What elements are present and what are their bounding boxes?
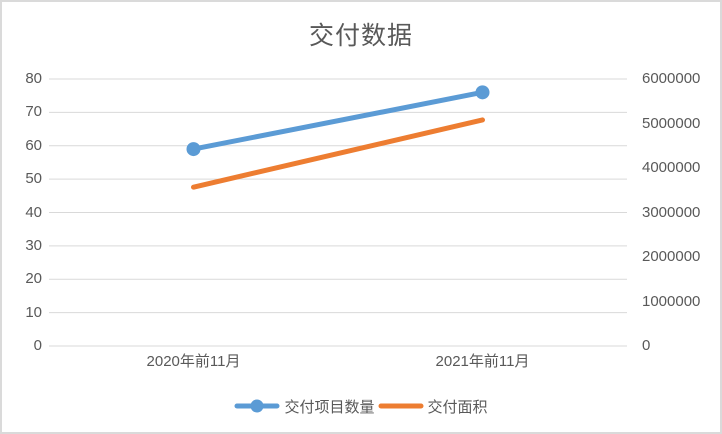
series-line-1 xyxy=(191,117,485,190)
y-axis-tick-label-left: 20 xyxy=(25,270,42,288)
y-axis-tick-label-left: 0 xyxy=(33,337,42,354)
y-axis-tick-label-left: 70 xyxy=(25,103,42,121)
y-axis-tick-label-right: 6000000 xyxy=(642,70,701,87)
y-axis-tick-label-right: 3000000 xyxy=(642,203,701,221)
legend-swatch-1 xyxy=(378,403,423,409)
legend-label-0: 交付项目数量 xyxy=(284,398,375,416)
y-axis-tick-label-left: 40 xyxy=(25,203,42,221)
y-axis-tick-label-right: 4000000 xyxy=(642,159,701,176)
y-axis-tick-label-right: 0 xyxy=(642,337,651,354)
series-line-0 xyxy=(191,89,485,152)
y-axis-tick-label-right: 5000000 xyxy=(642,114,701,132)
y-axis-tick-label-left: 60 xyxy=(25,136,42,154)
chart-title: 交付数据 xyxy=(308,22,413,50)
legend-swatch-0 xyxy=(234,399,280,413)
series-marker-0 xyxy=(475,85,490,100)
y-axis-tick-label-left: 80 xyxy=(25,70,42,87)
legend-item-1: 交付面积 xyxy=(378,396,488,417)
y-axis-tick-label-left: 50 xyxy=(25,170,42,188)
legend-label-1: 交付面积 xyxy=(427,398,488,416)
legend-item-0: 交付项目数量 xyxy=(234,396,375,417)
legend-marker xyxy=(250,399,264,413)
y-axis-tick-label-right: 2000000 xyxy=(642,248,701,265)
legend: 交付项目数量 交付面积 xyxy=(2,394,720,418)
y-axis-tick-label-left: 10 xyxy=(25,303,42,321)
y-axis-tick-label-right: 1000000 xyxy=(642,292,701,310)
x-axis-tick-label: 2021年前11月 xyxy=(435,353,530,370)
x-axis-tick-label: 2020年前11月 xyxy=(146,353,241,370)
y-axis-tick-label-left: 30 xyxy=(25,236,42,254)
series-marker-0 xyxy=(186,142,201,157)
